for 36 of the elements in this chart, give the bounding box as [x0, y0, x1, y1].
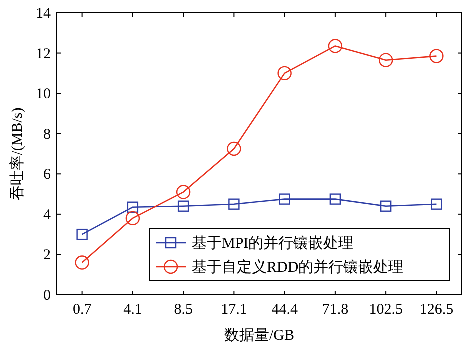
- legend-label: 基于自定义RDD的并行镶嵌处理: [192, 259, 404, 276]
- x-tick-label: 4.1: [124, 302, 142, 318]
- y-axis-title: 吞吐率/(MB/s): [9, 108, 26, 200]
- y-tick-label: 12: [36, 46, 51, 62]
- point: [431, 198, 442, 210]
- point: [227, 142, 242, 156]
- point: [430, 49, 444, 64]
- x-tick-label: 102.5: [369, 302, 403, 318]
- x-tick-label: 8.5: [174, 302, 193, 318]
- y-tick-label: 8: [44, 126, 51, 143]
- legend-label: 基于MPI的并行镶嵌处理: [192, 235, 354, 252]
- y-tick-label: 14: [36, 6, 52, 22]
- point: [278, 66, 292, 81]
- x-tick-label: 17.1: [221, 302, 248, 318]
- point: [279, 194, 290, 205]
- point: [126, 211, 140, 226]
- point: [380, 200, 392, 212]
- y-tick-label: 10: [36, 86, 51, 103]
- point: [378, 53, 394, 68]
- y-tick-label: 0: [44, 288, 51, 304]
- x-tick-label: 126.5: [420, 302, 454, 318]
- point: [176, 185, 191, 200]
- y-tick-label: 2: [44, 248, 51, 264]
- x-axis-title: 数据量/GB: [224, 327, 295, 344]
- x-tick-label: 0.7: [72, 302, 92, 318]
- point: [127, 202, 139, 213]
- x-tick-label: 44.4: [272, 302, 298, 318]
- x-tick-label: 71.8: [322, 302, 349, 318]
- y-tick-label: 4: [44, 207, 52, 224]
- point: [328, 39, 343, 54]
- y-tick-label: 6: [44, 167, 52, 184]
- point: [228, 198, 240, 210]
- point: [75, 256, 90, 270]
- point: [178, 200, 190, 212]
- point: [330, 194, 342, 205]
- point: [76, 228, 88, 240]
